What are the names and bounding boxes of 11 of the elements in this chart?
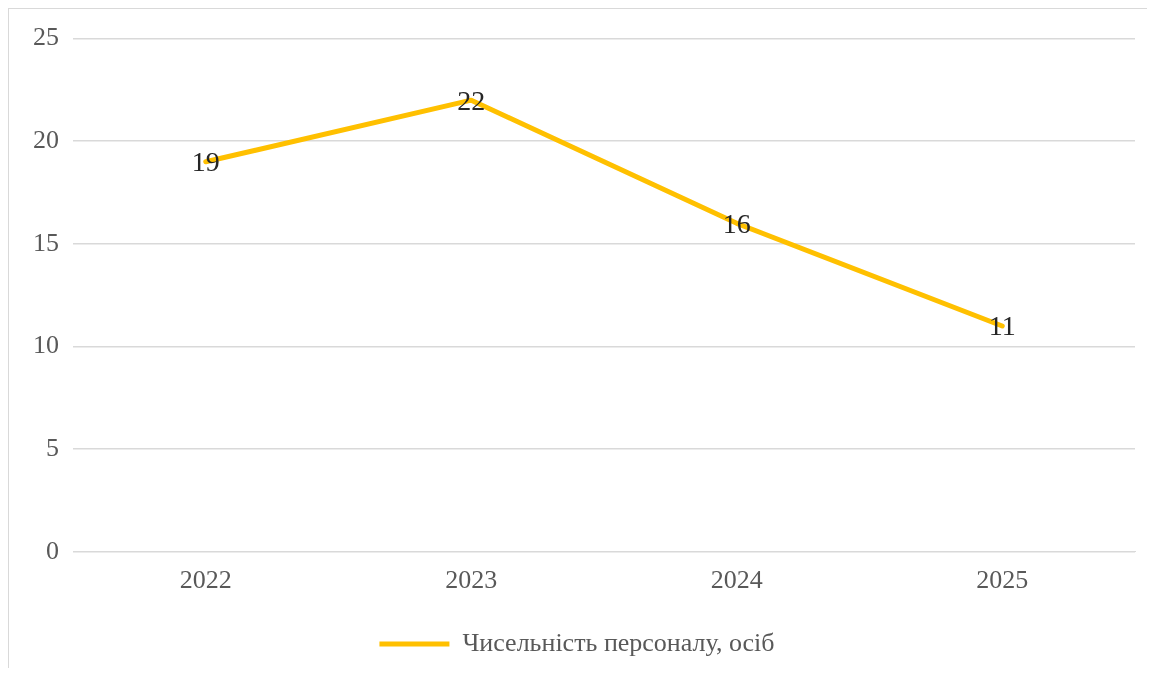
x-tick-label: 2024 (710, 565, 763, 595)
y-tick-label: 20 (33, 125, 59, 155)
legend-label: Чисельність персоналу, осіб (462, 627, 775, 657)
y-tick-label: 10 (33, 330, 59, 360)
x-tick-label: 2025 (976, 565, 1029, 595)
y-tick-label: 15 (33, 227, 59, 257)
x-tick-label: 2022 (179, 565, 232, 595)
y-tick-label: 25 (33, 22, 59, 52)
y-tick-label: 5 (46, 432, 59, 462)
x-tick-label: 2023 (445, 565, 498, 595)
y-tick-label: 0 (46, 535, 59, 565)
